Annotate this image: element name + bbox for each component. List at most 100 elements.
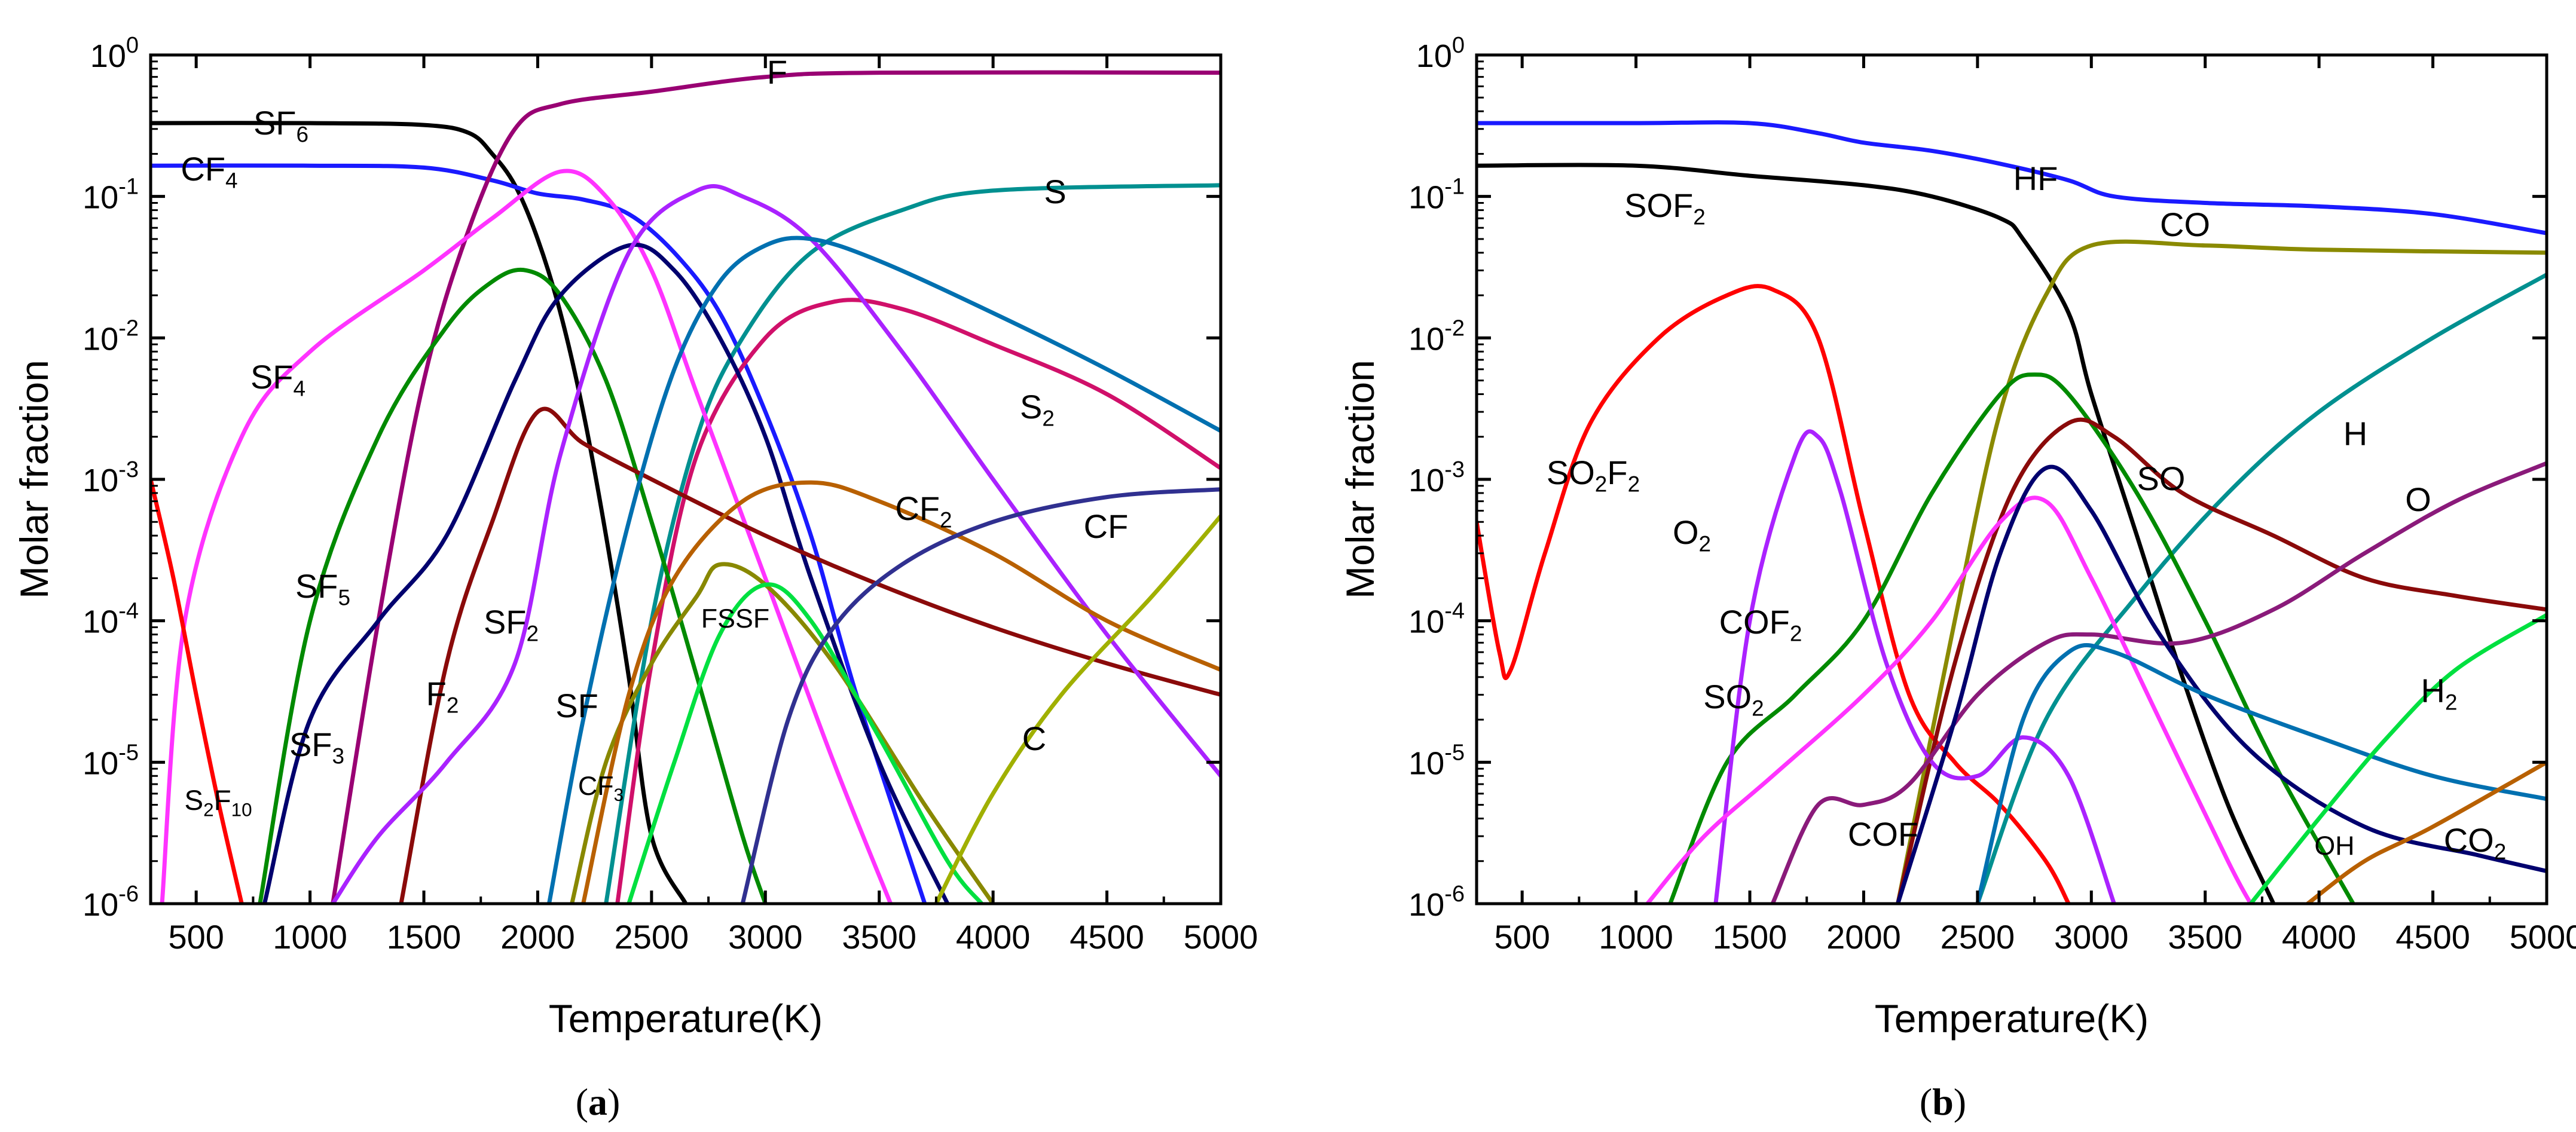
panel-a-y-tick-label: 10-1 — [82, 175, 139, 216]
panel-b-series-h2-line — [2248, 613, 2547, 904]
panel-a-series-sf3-line — [262, 242, 950, 904]
panel-a-series-labels: SF6 CF4 F S S2 SF4 SF5 SF3 F2 SF2 SF CF3 CF2 FSSF CF C S… — [181, 53, 1128, 820]
panel-b-x-tick-label: 5000 — [2510, 918, 2576, 956]
panel-a-caption-close: ) — [607, 1081, 620, 1123]
panel-a-label-sf3: SF3 — [289, 726, 344, 768]
panel-b-series-co-line — [1896, 239, 2547, 904]
panel-b-series-so-line — [1896, 417, 2547, 904]
panel-b-series-o-line — [1770, 461, 2547, 904]
panel-a-series-f2-line — [399, 406, 1221, 904]
panel-a-x-tick-label: 1500 — [387, 918, 462, 956]
panel-b-series-labels: HF SOF2 CO SO2F2 H COF2 SO O2 O SO2 COF OH H2 CO2 — [1547, 160, 2506, 864]
panel-a-x-tick-label: 3500 — [842, 918, 916, 956]
panel-b-label-h: H — [2343, 415, 2367, 452]
panel-b-series-cof-line — [1896, 464, 2547, 904]
panel-a-x-tick-label: 2000 — [500, 918, 575, 956]
panel-b-y-tick-label: 10-4 — [1408, 599, 1465, 640]
panel-a-series-sf-line — [547, 235, 1221, 904]
panel-b-label-hf: HF — [2013, 160, 2058, 197]
panel-a-ticks — [151, 53, 1223, 905]
panel-b-label-so2f2: SO2F2 — [1547, 454, 1640, 496]
panel-b-series-cof2-line — [1668, 372, 2355, 904]
panel-a-chart: 500 1000 1500 2000 2500 3000 3500 4000 4500 5000 1… — [12, 33, 1258, 1123]
panel-b-series-so2-line — [1645, 495, 2253, 904]
panel-b-label-cof: COF — [1848, 815, 1918, 853]
panel-a-x-tick-label: 1000 — [273, 918, 347, 956]
panel-b-label-so: SO — [2137, 460, 2186, 497]
panel-b-y-tick-label: 10-5 — [1408, 740, 1465, 781]
panel-a-series — [151, 70, 1221, 904]
panel-a-label-sf5: SF5 — [295, 567, 350, 610]
panel-a-series-s2f10-line — [151, 477, 244, 904]
panel-a-y-tick-label: 10-3 — [82, 457, 139, 498]
panel-a-series-cf-line — [740, 487, 1221, 904]
panel-b-x-tick-label: 4500 — [2395, 918, 2470, 956]
panel-b-label-so2: SO2 — [1703, 678, 1764, 720]
panel-a-label-cf3: CF3 — [578, 771, 624, 805]
panel-a-label-cf: CF — [1084, 507, 1129, 545]
panel-a-label-cf2: CF2 — [895, 489, 952, 532]
panel-b-label-co2: CO2 — [2444, 821, 2507, 864]
panel-a-tick-labels: 500 1000 1500 2000 2500 3000 3500 4000 4500 5000 1… — [82, 33, 1258, 956]
panel-b-y-tick-label: 100 — [1416, 33, 1465, 74]
panel-a-y-tick-label: 10-4 — [82, 599, 139, 640]
panel-a-x-tick-label: 4000 — [956, 918, 1031, 956]
panel-a-label-sf2: SF2 — [484, 603, 539, 645]
panel-b-caption-close: ) — [1954, 1081, 1966, 1123]
panel-a-y-tick-label: 10-6 — [82, 882, 139, 923]
panel-b-caption-letter: b — [1932, 1081, 1954, 1123]
panel-b-x-tick-label: 1000 — [1599, 918, 1673, 956]
panel-b-label-oh: OH — [2314, 831, 2354, 861]
panel-b-series — [1477, 120, 2547, 904]
panel-a-series-fssf-line — [627, 582, 984, 904]
panel-a-caption-open: ( — [576, 1081, 588, 1123]
panel-a-y-axis-title: Molar fraction — [12, 360, 56, 599]
panel-b-y-tick-label: 10-3 — [1408, 457, 1465, 498]
panel-a-label-sf: SF — [555, 687, 598, 724]
panel-a-x-axis-title: Temperature(K) — [549, 996, 823, 1041]
panel-b-label-co: CO — [2160, 206, 2210, 243]
panel-b-series-oh-line — [1975, 643, 2547, 904]
panel-b-label-o2: O2 — [1673, 513, 1711, 556]
panel-b-y-tick-label: 10-6 — [1408, 882, 1465, 923]
panel-b-series-so2f2-line — [1477, 284, 2071, 904]
panel-a-label-f2: F2 — [426, 675, 459, 717]
panel-b-y-tick-label: 10-1 — [1408, 175, 1465, 216]
panel-b-x-tick-label: 3500 — [2168, 918, 2242, 956]
panel-a-series-sf4-line — [160, 169, 893, 904]
panel-a-caption-letter: a — [588, 1081, 607, 1123]
panel-a-label-s: S — [1044, 173, 1066, 210]
panel-b-series-o2-line — [1713, 429, 2116, 904]
panel-b-y-axis-title: Molar fraction — [1338, 360, 1382, 599]
panel-a-label-s2: S2 — [1020, 388, 1055, 430]
panel-a-label-c: C — [1022, 720, 1046, 757]
panel-a-label-sf6: SF6 — [253, 104, 308, 146]
panel-a-series-sf2-line — [331, 184, 1221, 904]
panel-b-tick-labels: 500 1000 1500 2000 2500 3000 3500 4000 4500 5000 1… — [1408, 33, 2576, 956]
panel-b-chart: 500 1000 1500 2000 2500 3000 3500 4000 4500 5000 1… — [1338, 33, 2576, 1123]
panel-a-label-fssf: FSSF — [701, 604, 770, 634]
panel-a-label-cf4: CF4 — [181, 150, 237, 192]
panel-b-series-h-line — [1975, 273, 2547, 904]
panel-a-series-c-line — [934, 513, 1221, 904]
panel-b-x-tick-label: 4000 — [2282, 918, 2357, 956]
panel-b-x-tick-label: 500 — [1494, 918, 1550, 956]
panel-b-label-cof2: COF2 — [1719, 603, 1802, 645]
panel-b-label-h2: H2 — [2421, 672, 2457, 714]
panel-b-caption: (b) — [1920, 1081, 1966, 1123]
panel-a-series-cf4-line — [151, 163, 927, 904]
panel-a-label-sf4: SF4 — [250, 358, 305, 400]
panel-b-series-hf-line — [1477, 120, 2547, 235]
panel-b-ticks — [1477, 53, 2549, 905]
panel-b-x-tick-label: 2500 — [1941, 918, 2015, 956]
panel-b-x-axis-title: Temperature(K) — [1875, 996, 2149, 1041]
panel-a-label-s2f10: S2F10 — [184, 785, 252, 820]
panel-a-series-cf2-line — [581, 480, 1221, 904]
panel-b-label-sof2: SOF2 — [1624, 186, 1706, 229]
panel-b-label-o: O — [2405, 481, 2431, 518]
panel-b-caption-open: ( — [1920, 1081, 1932, 1123]
panel-a-series-f-line — [331, 70, 1221, 904]
panel-a-x-tick-label: 2500 — [615, 918, 689, 956]
panel-a-x-tick-label: 500 — [168, 918, 224, 956]
